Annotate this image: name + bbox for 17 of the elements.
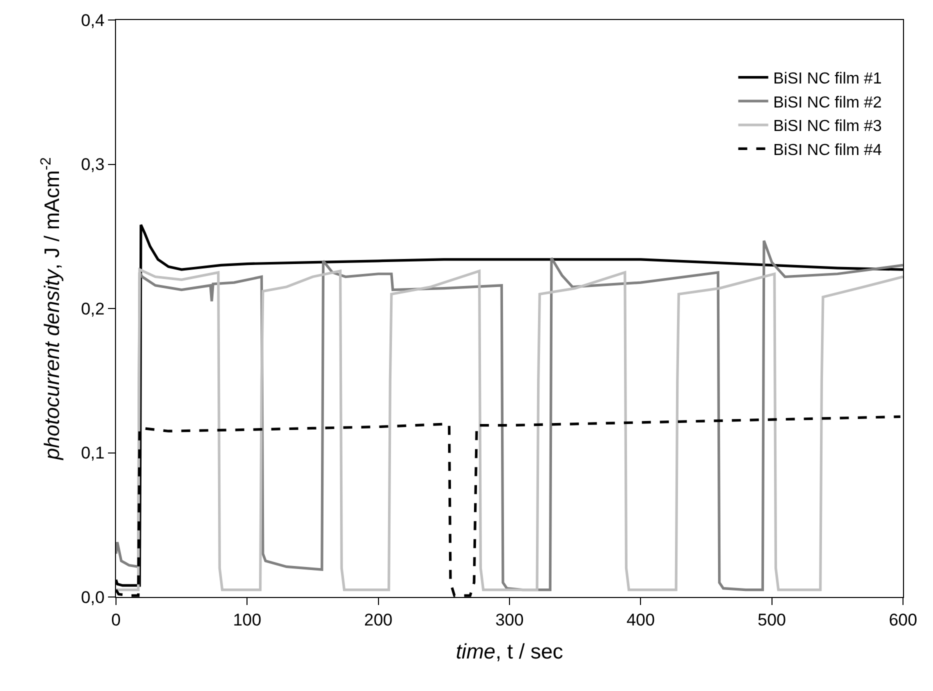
legend-label: BiSI NC film #1 [773,70,882,88]
x-tick-label: 100 [232,610,262,630]
y-tick-label: 0,2 [80,299,105,318]
x-tick-label: 600 [888,610,918,630]
x-tick-label: 200 [364,610,393,630]
y-tick-label: 0,1 [80,444,105,463]
x-tick-label: 500 [758,610,786,630]
x-tick-label: 300 [495,610,524,630]
legend-label: BiSI NC film #2 [773,94,882,112]
x-tick-label: 400 [626,610,655,630]
x-axis-title: time, t / sec [456,640,564,664]
y-tick-label: 0,0 [80,588,105,607]
y-tick-label: 0,3 [80,155,105,174]
legend-label: BiSI NC film #4 [773,142,882,159]
legend-label: BiSI NC film #3 [773,118,882,136]
y-tick-label: 0,4 [80,10,105,30]
x-tick-label: 0 [111,610,121,630]
